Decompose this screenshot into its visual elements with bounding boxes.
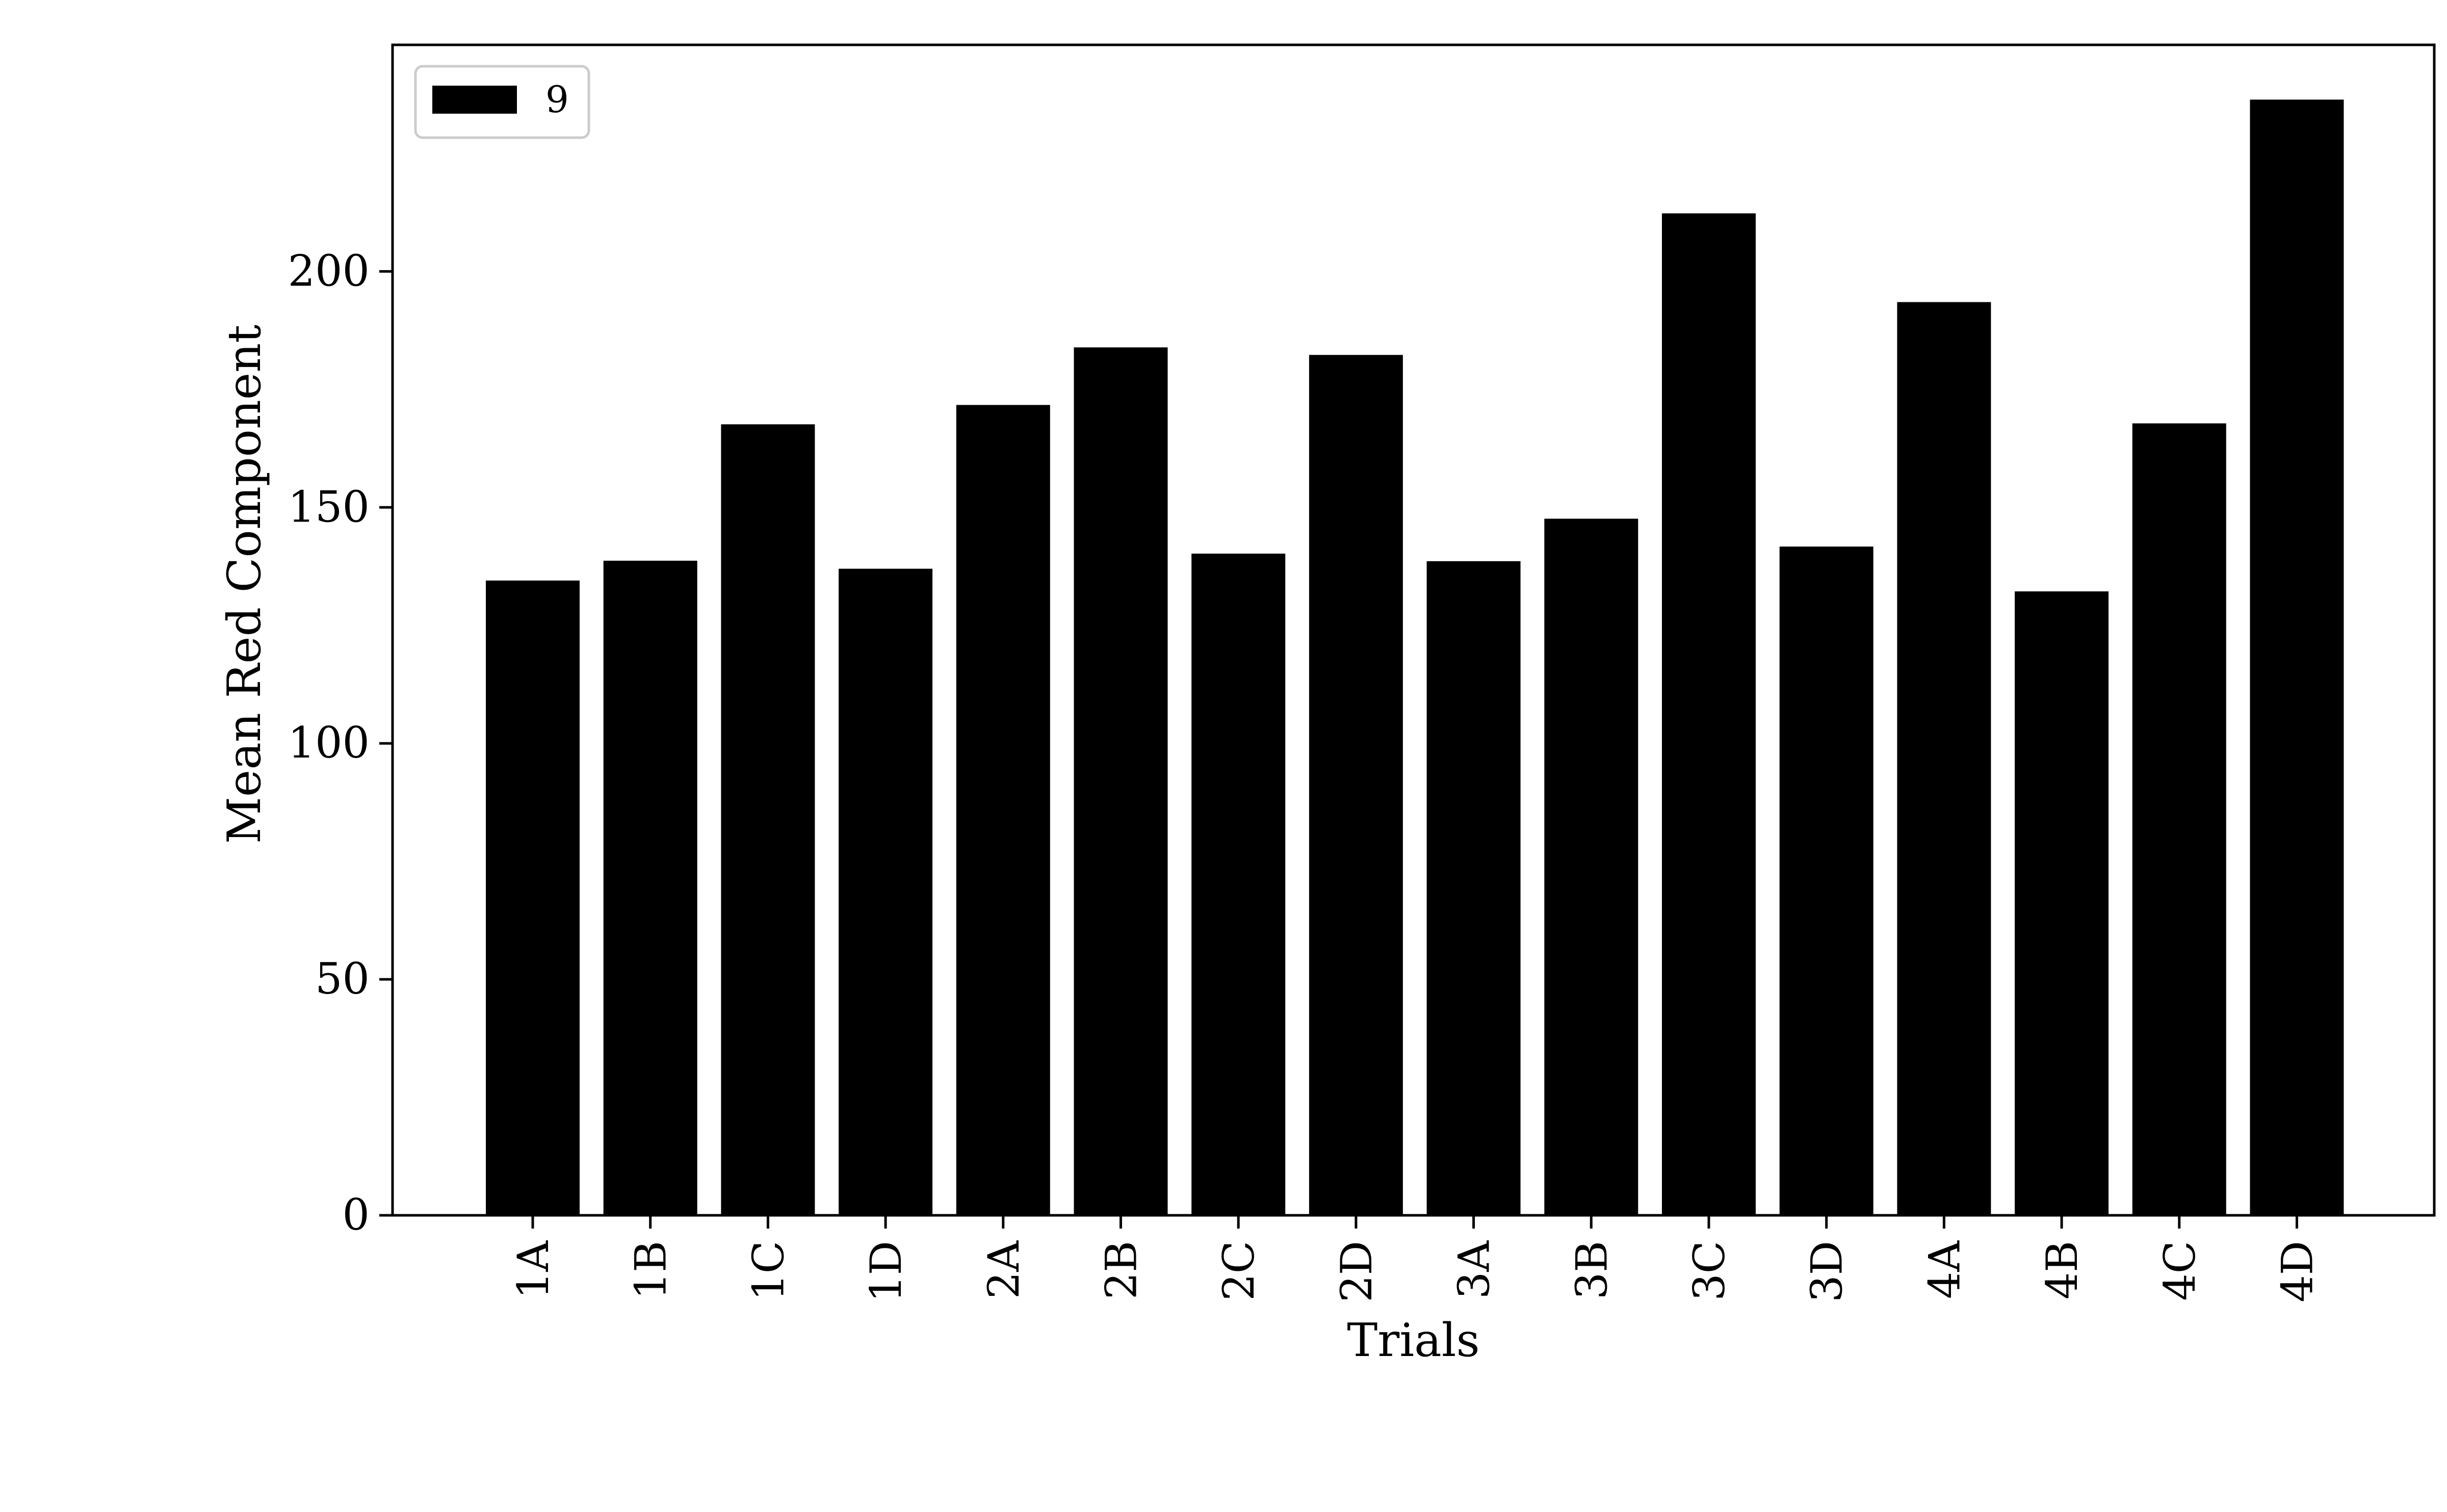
bar-4C — [2132, 423, 2226, 1215]
bar-3D — [1779, 546, 1873, 1215]
x-tick-label: 3B — [1567, 1241, 1617, 1299]
bar-3C — [1662, 213, 1756, 1215]
legend: 9 — [414, 65, 590, 139]
bar-4A — [1897, 302, 1991, 1216]
legend-label: 9 — [545, 78, 569, 121]
bar-2B — [1074, 347, 1168, 1216]
x-tick-label: 3D — [1802, 1241, 1852, 1302]
y-axis-ticks: 0 50 100 150 200 — [288, 246, 393, 1240]
x-tick-label: 4C — [2155, 1241, 2205, 1301]
bars-group — [486, 99, 2344, 1216]
x-axis-ticks: 1A 1B 1C 1D 2A 2B 2C 2D 3A 3B 3C 3D 4A 4B 4C 4D — [508, 1215, 2323, 1302]
bar-2A — [956, 405, 1050, 1215]
x-tick-label: 2B — [1097, 1241, 1147, 1299]
bar-3B — [1544, 518, 1638, 1215]
bar-2C — [1191, 554, 1286, 1215]
x-tick-label: 1B — [626, 1241, 676, 1299]
x-axis-label: Trials — [1347, 1314, 1479, 1367]
bar-3A — [1426, 561, 1521, 1215]
y-axis-label: Mean Red Component — [218, 325, 271, 844]
bar-1D — [839, 568, 933, 1215]
bar-1B — [603, 560, 697, 1215]
x-tick-label: 4A — [1919, 1240, 1969, 1299]
x-tick-label: 3A — [1449, 1240, 1499, 1299]
legend-swatch — [432, 86, 517, 114]
x-tick-label: 2A — [979, 1240, 1029, 1299]
bar-1C — [721, 424, 815, 1215]
y-tick-label: 50 — [315, 954, 370, 1004]
y-tick-label: 200 — [288, 246, 370, 296]
x-tick-label: 2C — [1214, 1241, 1264, 1301]
x-tick-label: 1A — [508, 1240, 558, 1299]
x-tick-label: 1C — [743, 1241, 793, 1301]
x-tick-label: 4B — [2037, 1241, 2087, 1299]
bar-4B — [2015, 591, 2109, 1215]
bar-1A — [486, 580, 580, 1215]
bar-4D — [2250, 99, 2344, 1215]
x-tick-label: 3C — [1684, 1241, 1734, 1301]
y-tick-label: 0 — [343, 1190, 370, 1240]
bar-2D — [1309, 355, 1403, 1215]
x-tick-label: 2D — [1332, 1241, 1382, 1302]
x-tick-label: 1D — [861, 1241, 911, 1302]
plot-frame — [391, 43, 2436, 1217]
y-tick-label: 100 — [288, 718, 370, 768]
x-tick-label: 4D — [2273, 1241, 2323, 1302]
y-tick-label: 150 — [288, 482, 370, 532]
